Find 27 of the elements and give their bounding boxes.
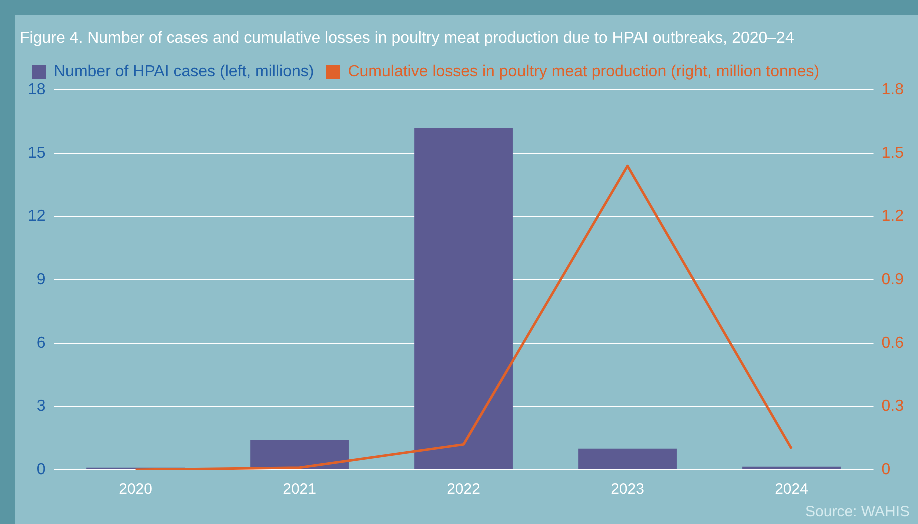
y-tick-label: 6	[36, 334, 46, 352]
legend-label: Cumulative losses in poultry meat production (right, million tonnes)	[348, 64, 820, 81]
chart-title: Figure 4. Number of cases and cumulative losses in poultry meat production due to HPAI outbreaks, 2020–24	[20, 30, 794, 48]
source-note: Source: WAHIS	[806, 504, 910, 521]
y2-tick-label: 0.6	[882, 334, 904, 352]
y-tick-label: 9	[36, 272, 46, 289]
y2-tick-label: 0.9	[882, 272, 904, 289]
bar	[578, 448, 677, 470]
bar	[414, 128, 513, 470]
y2-tick-label: 1.2	[882, 208, 904, 226]
x-tick-label: 2022	[447, 481, 480, 498]
y2-tick-label: 1.5	[882, 144, 904, 162]
x-tick-label: 2024	[775, 481, 808, 498]
y2-tick-label: 1.8	[882, 82, 904, 99]
legend-label: Number of HPAI cases (left, millions)	[54, 64, 314, 81]
y2-tick-label: 0.3	[882, 398, 904, 416]
y-tick-label: 15	[28, 144, 46, 162]
y-tick-label: 12	[28, 208, 46, 226]
x-tick-label: 2020	[119, 481, 152, 498]
bar	[250, 440, 349, 470]
y2-tick-label: 0	[882, 461, 891, 478]
x-tick-label: 2023	[611, 481, 644, 498]
bar	[742, 466, 841, 470]
y-tick-label: 0	[36, 461, 46, 478]
y-tick-label: 18	[28, 82, 46, 99]
y-tick-label: 3	[36, 398, 46, 416]
x-tick-label: 2021	[283, 481, 316, 498]
